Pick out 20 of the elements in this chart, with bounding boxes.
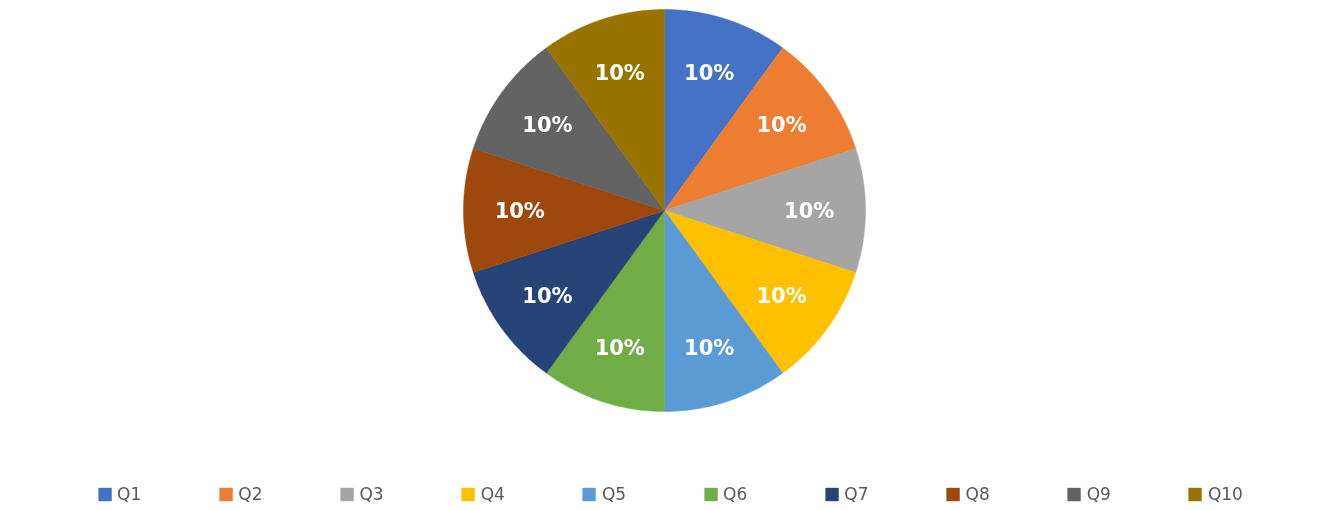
legend-label: Q6 — [723, 484, 748, 504]
data-label: 10% — [684, 60, 735, 85]
legend-label: Q3 — [359, 484, 384, 504]
data-label: 10% — [594, 336, 645, 361]
legend-label: Q10 — [1207, 484, 1243, 504]
data-label: 10% — [684, 336, 735, 361]
data-label: 10% — [756, 283, 807, 308]
data-label: 10% — [784, 198, 835, 223]
legend-label: Q4 — [480, 484, 505, 504]
legend-label: Q8 — [965, 484, 990, 504]
data-label: 10% — [594, 60, 645, 85]
data-label: 10% — [756, 113, 807, 138]
legend-label: Q2 — [238, 484, 263, 504]
legend-label: Q9 — [1086, 484, 1111, 504]
data-label: 10% — [522, 283, 573, 308]
data-label: 10% — [494, 198, 545, 223]
legend-label: Q5 — [601, 484, 627, 504]
data-label: 10% — [522, 113, 573, 138]
legend-label: Q7 — [844, 484, 869, 504]
legend-label: Q1 — [117, 484, 142, 504]
